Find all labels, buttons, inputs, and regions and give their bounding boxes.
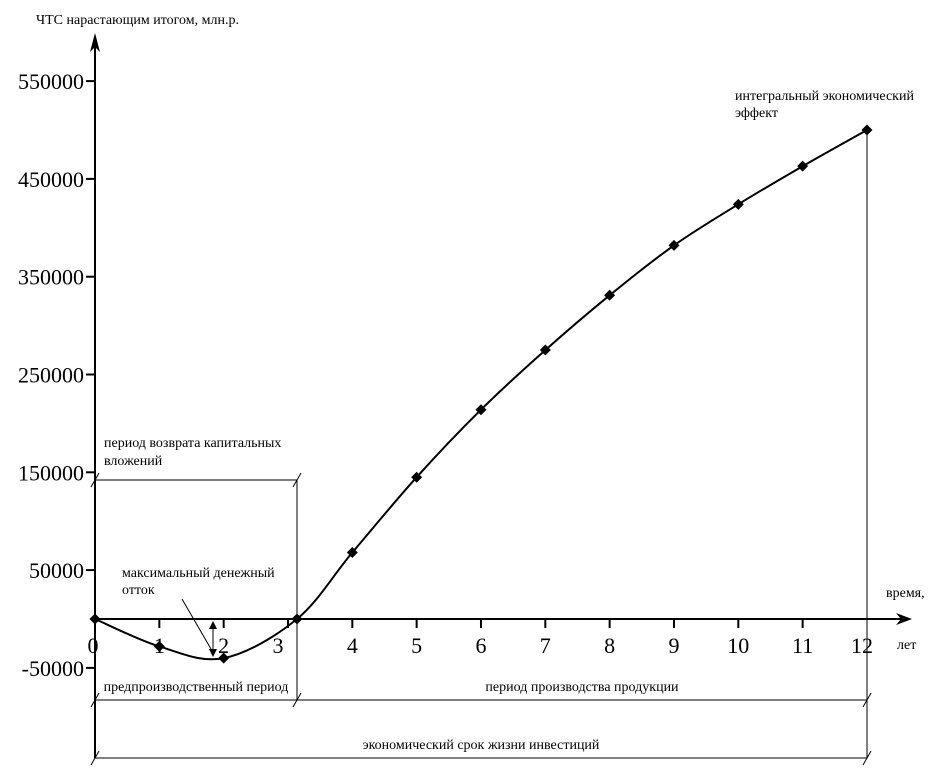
- x-axis-arrowhead-icon: [896, 613, 912, 625]
- plot-series-group: -50000 50000 150000 250000 350000 450000 55000…: [18, 69, 873, 681]
- x-tick-label: 7: [540, 633, 551, 658]
- data-point-marker: [797, 160, 809, 172]
- x-axis-label-time: время,: [886, 586, 925, 601]
- y-axis-arrowhead-icon: [90, 33, 100, 52]
- data-point-marker: [218, 652, 230, 664]
- data-point-marker: [475, 404, 487, 416]
- data-point-marker: [411, 471, 423, 483]
- annotation-payback-period: период возврата капитальных вложений: [104, 436, 282, 469]
- max-outflow-double-arrow-icon: [209, 621, 217, 657]
- x-tick-label: 4: [347, 633, 358, 658]
- annotation-economic-life: экономический срок жизни инвестиций: [362, 738, 600, 753]
- y-tick-label: -50000: [22, 656, 84, 681]
- x-axis-label-years: лет: [897, 638, 917, 653]
- annotation-preproduction-period: предпроизводственный период: [103, 680, 289, 695]
- bracket-slash-marks: [90, 472, 872, 766]
- y-axis-title: ЧТС нарастающим итогом, млн.р.: [36, 13, 239, 28]
- x-tick-label: 6: [475, 633, 486, 658]
- annotation-production-period: период производства продукции: [485, 680, 679, 695]
- x-tick-label: 11: [792, 633, 813, 658]
- data-point-marker: [861, 124, 873, 136]
- y-tick-label: 450000: [18, 167, 84, 192]
- x-tick-label: 12: [851, 633, 873, 658]
- data-point-marker: [539, 344, 551, 356]
- y-tick-label: 150000: [18, 460, 84, 485]
- data-point-marker: [604, 289, 616, 301]
- x-tick-label: 0: [88, 633, 99, 658]
- data-point-marker: [291, 613, 303, 625]
- y-tick-label: 550000: [18, 69, 84, 94]
- data-point-marker: [732, 198, 744, 210]
- y-tick-label: 250000: [18, 363, 84, 388]
- max-outflow-leader-line: [181, 598, 212, 650]
- data-point-marker: [346, 546, 358, 558]
- data-point-marker: [668, 239, 680, 251]
- x-tick-label: 2: [218, 633, 229, 658]
- x-tick-label: 8: [604, 633, 615, 658]
- x-tick-label: 3: [272, 633, 283, 658]
- y-tick-label: 350000: [18, 265, 84, 290]
- x-tick-label: 9: [668, 633, 679, 658]
- x-tick-label: 10: [727, 633, 749, 658]
- y-tick-label: 50000: [29, 558, 84, 583]
- data-point-marker: [153, 640, 165, 652]
- annotation-integral-effect: интегральный экономический эффект: [735, 89, 914, 121]
- x-tick-label: 5: [411, 633, 422, 658]
- annotation-max-outflow: максимальный денежный отток: [122, 566, 275, 598]
- data-point-marker: [89, 613, 101, 625]
